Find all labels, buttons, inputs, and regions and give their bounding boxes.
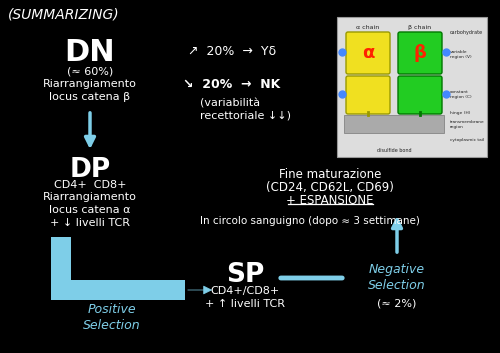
Text: Fine maturazione: Fine maturazione — [279, 168, 381, 181]
FancyBboxPatch shape — [337, 17, 487, 157]
Text: (SUMMARIZING): (SUMMARIZING) — [8, 7, 119, 21]
Bar — [51, 280, 185, 300]
Text: Riarrangiamento
locus catena α
+ ↓ livelli TCR: Riarrangiamento locus catena α + ↓ livel… — [43, 192, 137, 228]
Text: SP: SP — [226, 262, 264, 288]
FancyBboxPatch shape — [398, 32, 442, 74]
FancyBboxPatch shape — [398, 76, 442, 114]
Text: CD4+  CD8+: CD4+ CD8+ — [54, 180, 126, 190]
FancyBboxPatch shape — [346, 76, 390, 114]
Text: constant
region (C): constant region (C) — [450, 90, 471, 98]
Text: ↗  20%  →  Yδ: ↗ 20% → Yδ — [188, 45, 276, 58]
Text: (≈ 2%): (≈ 2%) — [378, 298, 416, 308]
Text: hinge (H): hinge (H) — [450, 111, 470, 115]
Text: (CD24, CD62L, CD69): (CD24, CD62L, CD69) — [266, 181, 394, 194]
Text: cytoplasmic tail: cytoplasmic tail — [450, 138, 484, 142]
Text: DN: DN — [64, 38, 116, 67]
Text: α chain: α chain — [356, 25, 380, 30]
Bar — [51, 237, 71, 300]
Text: β chain: β chain — [408, 25, 432, 30]
Text: CD4+/CD8+
+ ↑ livelli TCR: CD4+/CD8+ + ↑ livelli TCR — [205, 286, 285, 309]
FancyBboxPatch shape — [346, 32, 390, 74]
Text: Riarrangiamento
locus catena β: Riarrangiamento locus catena β — [43, 79, 137, 102]
Text: β: β — [414, 44, 426, 62]
Text: transmembrane
region: transmembrane region — [450, 120, 485, 128]
Text: Negative
Selection: Negative Selection — [368, 263, 426, 292]
Text: disulfide bond: disulfide bond — [376, 148, 412, 153]
Text: Positive
Selection: Positive Selection — [83, 303, 141, 332]
Text: ↘  20%  →  NK: ↘ 20% → NK — [183, 78, 280, 91]
Text: α: α — [362, 44, 374, 62]
Text: DP: DP — [70, 157, 110, 183]
Text: (variabilità
recettoriale ↓↓): (variabilità recettoriale ↓↓) — [200, 98, 291, 120]
Text: (≈ 60%): (≈ 60%) — [67, 67, 113, 77]
Text: variable
region (V): variable region (V) — [450, 50, 471, 59]
Text: + ESPANSIONE: + ESPANSIONE — [286, 194, 374, 207]
Text: carbohydrate: carbohydrate — [450, 30, 483, 35]
Bar — [344, 115, 444, 133]
Text: In circolo sanguigno (dopo ≈ 3 settimane): In circolo sanguigno (dopo ≈ 3 settimane… — [200, 216, 420, 226]
